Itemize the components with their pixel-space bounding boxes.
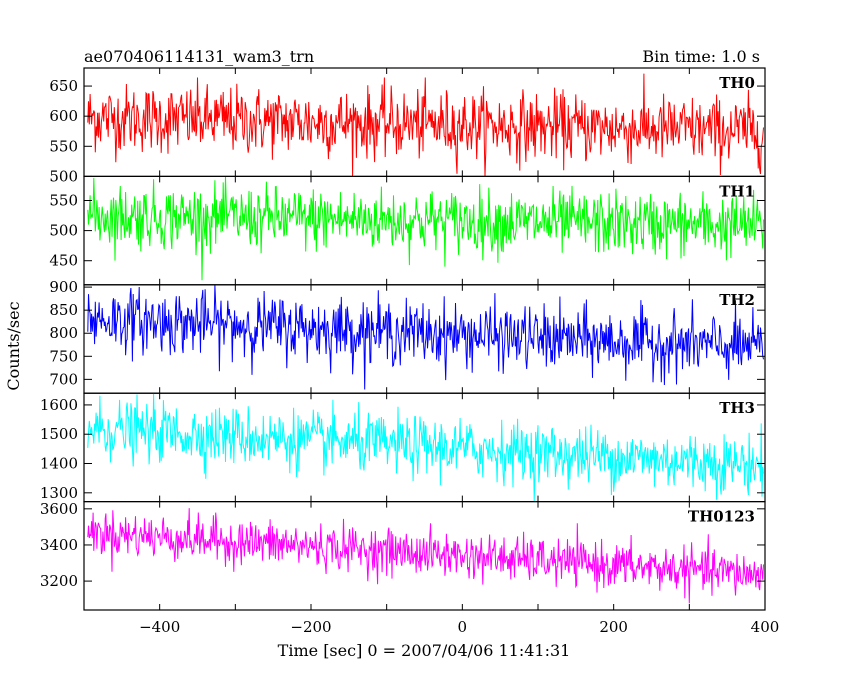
y-tick-label-th0: 600	[49, 107, 78, 125]
y-tick-label-th0123: 3200	[40, 572, 78, 590]
bin-time-label: Bin time: 1.0 s	[642, 47, 760, 66]
series-line-th3	[87, 393, 764, 502]
y-tick-label-th3: 1400	[40, 455, 78, 473]
y-tick-label-th0: 500	[49, 167, 78, 185]
series-line-th0123	[87, 508, 764, 604]
y-tick-label-th3: 1600	[40, 396, 78, 414]
panel-th0: 500 550 600 650 TH0	[49, 67, 766, 185]
y-tick-label-th3: 1500	[40, 425, 78, 443]
y-tick-label-th2: 900	[49, 278, 78, 296]
panels-group: 500 550 600 650 TH0 450 500 550 TH1 700 750 800 850 9…	[40, 67, 766, 611]
x-axis-label: Time [sec] 0 = 2007/04/06 11:41:31	[278, 641, 571, 660]
x-tick-label: −400	[139, 618, 180, 636]
y-tick-label-th0123: 3400	[40, 536, 78, 554]
series-label-th1: TH1	[719, 182, 755, 200]
y-tick-label-th0: 550	[49, 137, 78, 155]
series-line-th2	[87, 284, 764, 390]
x-tick-label: 0	[458, 618, 468, 636]
x-tick-label: 200	[599, 618, 628, 636]
y-tick-label-th1: 450	[49, 252, 78, 270]
y-tick-label-th2: 800	[49, 324, 78, 342]
series-label-th2: TH2	[719, 291, 755, 309]
x-tick-label: −200	[290, 618, 331, 636]
chart-title: ae070406114131_wam3_trn	[84, 47, 314, 66]
y-axis-label: Counts/sec	[4, 301, 23, 390]
y-tick-label-th0123: 3600	[40, 500, 78, 518]
series-label-th0123: TH0123	[688, 508, 755, 526]
panel-th0123: 3200 3400 3600 TH0123	[40, 500, 766, 611]
y-tick-label-th2: 700	[49, 370, 78, 388]
series-line-th1	[87, 176, 764, 281]
panel-th1: 450 500 550 TH1	[49, 175, 766, 286]
y-tick-label-th2: 750	[49, 347, 78, 365]
series-line-th0	[87, 73, 764, 177]
panel-th2: 700 750 800 850 900 TH2	[49, 278, 766, 394]
series-label-th3: TH3	[719, 399, 755, 417]
panel-frame-th2	[83, 284, 766, 394]
series-label-th0: TH0	[719, 74, 755, 92]
panel-th3: 1300 1400 1500 1600 TH3	[40, 392, 766, 503]
y-tick-label-th1: 550	[49, 191, 78, 209]
x-tick-label: 400	[751, 618, 780, 636]
y-tick-label-th1: 500	[49, 222, 78, 240]
y-tick-label-th2: 850	[49, 301, 78, 319]
panel-frame-th0123	[83, 501, 766, 611]
y-tick-label-th0: 650	[49, 77, 78, 95]
panel-frame-th1	[83, 175, 766, 286]
x-tick-labels: −400 −200 0 200 400	[139, 618, 779, 636]
y-tick-label-th3: 1300	[40, 484, 78, 502]
